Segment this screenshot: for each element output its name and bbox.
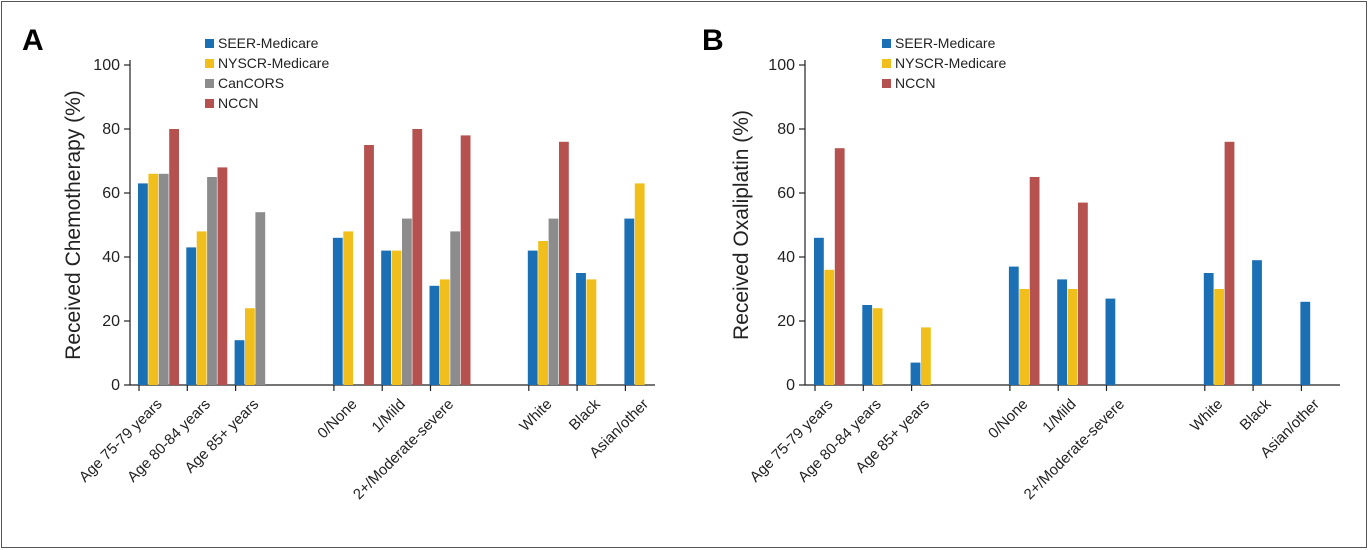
bar-seer-medicare-asian-other	[1300, 301, 1311, 385]
legend-label-nccn: NCCN	[895, 75, 935, 91]
bar-seer-medicare-1-mild	[381, 250, 391, 385]
legend-label-seer-medicare: SEER-Medicare	[218, 35, 319, 51]
bar-seer-medicare-0-none	[332, 237, 343, 385]
bar-nccn-age-80-84-years	[217, 167, 228, 385]
y-tick-label: 0	[111, 377, 120, 394]
y-tick-label: 40	[102, 249, 120, 266]
panel-letter: A	[22, 24, 44, 57]
legend-swatch-nyscr-medicare	[882, 59, 891, 68]
bar-nyscr-medicare-white	[538, 241, 548, 385]
bar-seer-medicare-age-80-84-years	[862, 305, 873, 385]
legend-label-nyscr-medicare: NYSCR-Medicare	[895, 55, 1006, 71]
bar-nyscr-medicare-0-none	[343, 231, 354, 385]
bar-nyscr-medicare-1-mild	[1067, 289, 1078, 385]
y-tick-label: 60	[102, 185, 120, 202]
bar-cancors-1-mild	[402, 218, 412, 385]
x-tick-label-age-80-84-years: Age 80-84 years	[795, 396, 885, 486]
x-tick-label-black: Black	[566, 395, 604, 433]
panel-letter: B	[702, 24, 724, 57]
bar-nyscr-medicare-asian-other	[634, 183, 645, 385]
y-tick-label: 80	[102, 121, 120, 138]
legend-swatch-seer-medicare	[882, 39, 891, 48]
y-tick-label: 20	[777, 313, 795, 330]
bar-nccn-white	[1224, 141, 1235, 385]
bar-seer-medicare-2-moderate-severe	[1105, 298, 1116, 385]
x-tick-label-age-80-84-years: Age 80-84 years	[124, 396, 214, 486]
bar-nyscr-medicare-white	[1214, 289, 1224, 385]
bar-seer-medicare-white	[1203, 273, 1214, 385]
bar-nccn-1-mild	[1078, 202, 1088, 385]
bar-seer-medicare-age-85-years	[910, 362, 921, 385]
legend-swatch-nccn	[882, 79, 891, 88]
bar-nccn-0-none	[364, 145, 374, 385]
bar-nccn-2-moderate-severe	[460, 135, 471, 385]
bar-seer-medicare-0-none	[1008, 266, 1019, 385]
bar-nyscr-medicare-2-moderate-severe	[439, 279, 450, 385]
y-tick-label: 20	[102, 313, 120, 330]
bar-nyscr-medicare-black	[586, 279, 597, 385]
bar-nccn-white	[559, 141, 569, 385]
bar-cancors-white	[548, 218, 559, 385]
y-tick-label: 100	[768, 57, 795, 74]
bar-cancors-age-80-84-years	[207, 177, 217, 385]
bar-seer-medicare-1-mild	[1057, 279, 1067, 385]
bar-seer-medicare-age-75-79-years	[138, 183, 148, 385]
legend-swatch-seer-medicare	[205, 39, 214, 48]
bar-nyscr-medicare-age-75-79-years	[824, 269, 835, 385]
bar-seer-medicare-asian-other	[624, 218, 635, 385]
y-tick-label: 60	[777, 185, 795, 202]
x-tick-label-1-mild: 1/Mild	[369, 396, 409, 436]
x-tick-label-age-75-79-years: Age 75-79 years	[76, 396, 166, 486]
bar-seer-medicare-age-80-84-years	[186, 247, 197, 385]
y-tick-label: 0	[786, 377, 795, 394]
bar-nyscr-medicare-age-75-79-years	[148, 173, 159, 385]
y-tick-label: 40	[777, 249, 795, 266]
x-tick-label-black: Black	[1237, 395, 1275, 433]
bar-nccn-age-75-79-years	[834, 148, 845, 385]
bar-nccn-1-mild	[412, 129, 423, 385]
bar-nyscr-medicare-age-80-84-years	[872, 308, 883, 385]
bar-seer-medicare-white	[527, 250, 538, 385]
x-tick-label-white: White	[516, 396, 555, 435]
bar-seer-medicare-2-moderate-severe	[429, 285, 440, 385]
legend-label-nccn: NCCN	[218, 95, 258, 111]
y-tick-label: 80	[777, 121, 795, 138]
bar-nyscr-medicare-age-80-84-years	[196, 231, 207, 385]
bar-nyscr-medicare-0-none	[1019, 289, 1030, 385]
x-tick-label-0-none: 0/None	[314, 396, 360, 442]
bar-nyscr-medicare-age-85-years	[921, 327, 931, 385]
legend-swatch-nccn	[205, 99, 214, 108]
y-axis-label: Received Chemotherapy (%)	[62, 90, 85, 360]
bar-cancors-age-75-79-years	[158, 173, 169, 385]
legend-label-nyscr-medicare: NYSCR-Medicare	[218, 55, 329, 71]
x-tick-label-white: White	[1187, 396, 1226, 435]
bar-seer-medicare-black	[576, 273, 586, 385]
bar-nccn-0-none	[1029, 177, 1040, 385]
x-tick-label-1-mild: 1/Mild	[1039, 396, 1079, 436]
legend-label-cancors: CanCORS	[218, 75, 284, 91]
panel-a: A Received Chemotherapy (%) 0 20 40 60 80 100 Ag…	[22, 24, 655, 503]
bar-nyscr-medicare-1-mild	[391, 250, 402, 385]
bar-nccn-age-75-79-years	[169, 129, 179, 385]
bar-seer-medicare-age-85-years	[234, 340, 245, 385]
bar-cancors-2-moderate-severe	[450, 231, 461, 385]
legend-swatch-cancors	[205, 79, 214, 88]
bar-nyscr-medicare-age-85-years	[245, 308, 255, 385]
y-tick-label: 100	[93, 57, 120, 74]
legend-label-seer-medicare: SEER-Medicare	[895, 35, 996, 51]
x-tick-label-0-none: 0/None	[985, 396, 1031, 442]
x-tick-label-age-75-79-years: Age 75-79 years	[747, 396, 837, 486]
bar-seer-medicare-age-75-79-years	[814, 237, 824, 385]
panel-b: B Received Oxaliplatin (%) 0 20 40 60 80 100 Age…	[702, 24, 1340, 503]
y-axis-label: Received Oxaliplatin (%)	[730, 110, 753, 340]
legend-swatch-nyscr-medicare	[205, 59, 214, 68]
bar-seer-medicare-black	[1252, 260, 1262, 385]
bar-cancors-age-85-years	[255, 212, 266, 385]
